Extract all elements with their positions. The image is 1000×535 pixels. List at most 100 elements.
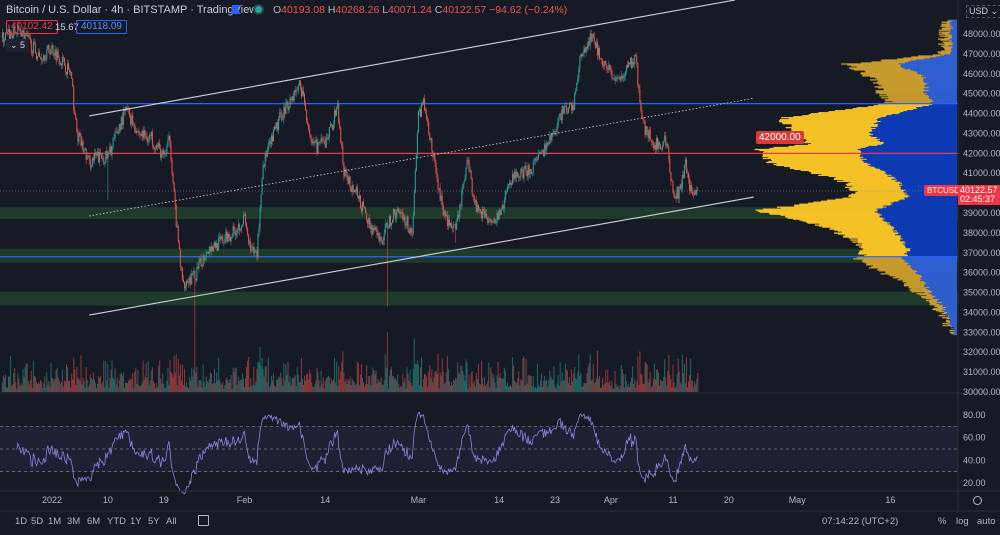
range-0[interactable]: 1D: [15, 516, 28, 527]
candle: [460, 205, 462, 207]
clock[interactable]: 07:14:22 (UTC+2): [822, 516, 899, 527]
candle: [326, 138, 328, 140]
profile-row-up: [945, 320, 951, 323]
candle: [284, 107, 286, 114]
indicators-toggle[interactable]: ⌄ 5: [6, 39, 30, 52]
price-tick: 31000.00: [963, 367, 1000, 377]
volume-bar: [679, 382, 681, 392]
volume-bar: [282, 385, 284, 392]
volume-bar: [178, 375, 180, 392]
volume-bar: [627, 383, 629, 392]
profile-row-up: [947, 36, 953, 38]
volume-bar: [367, 383, 369, 392]
profile-row-down: [877, 120, 957, 122]
range-1[interactable]: 5D: [31, 516, 44, 527]
candle: [443, 211, 445, 216]
profile-row-down: [952, 20, 957, 22]
candle: [469, 170, 471, 172]
spread-value: 15.67: [55, 22, 79, 33]
calendar-icon[interactable]: [198, 515, 209, 526]
volume-bar: [145, 363, 147, 392]
candle: [336, 106, 338, 116]
profile-row-up: [852, 185, 900, 187]
volume-bar: [689, 375, 691, 392]
log-toggle[interactable]: log: [956, 516, 969, 527]
candle: [430, 138, 432, 140]
volume-bar: [146, 378, 148, 392]
volume-bar: [594, 381, 596, 392]
profile-row-down: [883, 205, 957, 207]
volume-bar: [575, 378, 577, 392]
candle: [76, 118, 78, 132]
volume-bar: [194, 332, 196, 392]
alert-price-label[interactable]: 42000.00: [756, 131, 804, 144]
range-6[interactable]: 1Y: [130, 516, 142, 527]
volume-bar: [255, 381, 257, 392]
volume-bar: [306, 374, 308, 392]
buy-price-button[interactable]: 40118.09: [76, 20, 127, 34]
volume-bar: [301, 378, 303, 392]
percent-toggle[interactable]: %: [938, 516, 947, 527]
volume-bar: [166, 380, 168, 392]
volume-bar: [84, 387, 86, 392]
range-5[interactable]: YTD: [107, 516, 126, 527]
profile-row-up: [848, 188, 902, 190]
candle: [559, 113, 561, 116]
candle: [497, 213, 499, 220]
range-4[interactable]: 6M: [87, 516, 101, 527]
profile-row-up: [925, 298, 933, 300]
candle: [477, 204, 479, 210]
volume-bar: [169, 359, 171, 392]
range-3[interactable]: 3M: [67, 516, 81, 527]
volume-bar: [29, 379, 31, 392]
candle: [423, 98, 425, 105]
trend-lines[interactable]: [89, 0, 754, 316]
candle: [23, 30, 25, 40]
volume-bar: [389, 369, 391, 392]
profile-row-up: [926, 300, 938, 302]
volume-bar: [298, 382, 300, 392]
candle: [216, 243, 218, 248]
candle: [312, 141, 314, 144]
candle: [458, 214, 460, 218]
volume-bar: [651, 385, 653, 392]
volume-bar: [667, 371, 669, 392]
profile-row-up: [773, 163, 871, 166]
volume-bar: [13, 372, 15, 392]
volume-bar: [61, 369, 63, 392]
candle: [565, 105, 567, 113]
volume-bar: [368, 376, 370, 392]
profile-row-down: [892, 203, 957, 205]
candle: [29, 36, 31, 41]
range-7[interactable]: 5Y: [148, 516, 160, 527]
profile-row-down: [893, 231, 957, 233]
profile-row-down: [877, 125, 957, 128]
auto-toggle[interactable]: auto: [977, 516, 996, 527]
volume-bar: [424, 374, 426, 392]
profile-row-up: [766, 161, 864, 164]
range-2[interactable]: 1M: [48, 516, 62, 527]
volume-bar: [264, 366, 266, 392]
candle: [107, 152, 109, 159]
range-8[interactable]: All: [166, 516, 177, 527]
candle: [303, 90, 305, 95]
candle: [494, 218, 496, 224]
sell-price-button[interactable]: 40102.42: [6, 20, 58, 34]
currency-select[interactable]: USD ⌄: [966, 5, 1000, 18]
candle: [53, 54, 55, 56]
profile-row-up: [803, 137, 876, 140]
volume-bar: [697, 372, 699, 392]
profile-row-up: [947, 321, 951, 324]
profile-row-down: [950, 30, 957, 32]
volume-bar: [621, 369, 623, 392]
volume-bar: [493, 374, 495, 392]
settings-icon[interactable]: [973, 496, 982, 505]
symbol-title[interactable]: Bitcoin / U.S. Dollar · 4h · BITSTAMP · …: [6, 4, 258, 16]
profile-row-up: [944, 42, 953, 44]
volume-bar: [46, 372, 48, 392]
candle: [224, 238, 226, 243]
profile-row-down: [898, 63, 957, 65]
flag-icon[interactable]: [232, 5, 241, 14]
profile-row-down: [930, 290, 957, 292]
